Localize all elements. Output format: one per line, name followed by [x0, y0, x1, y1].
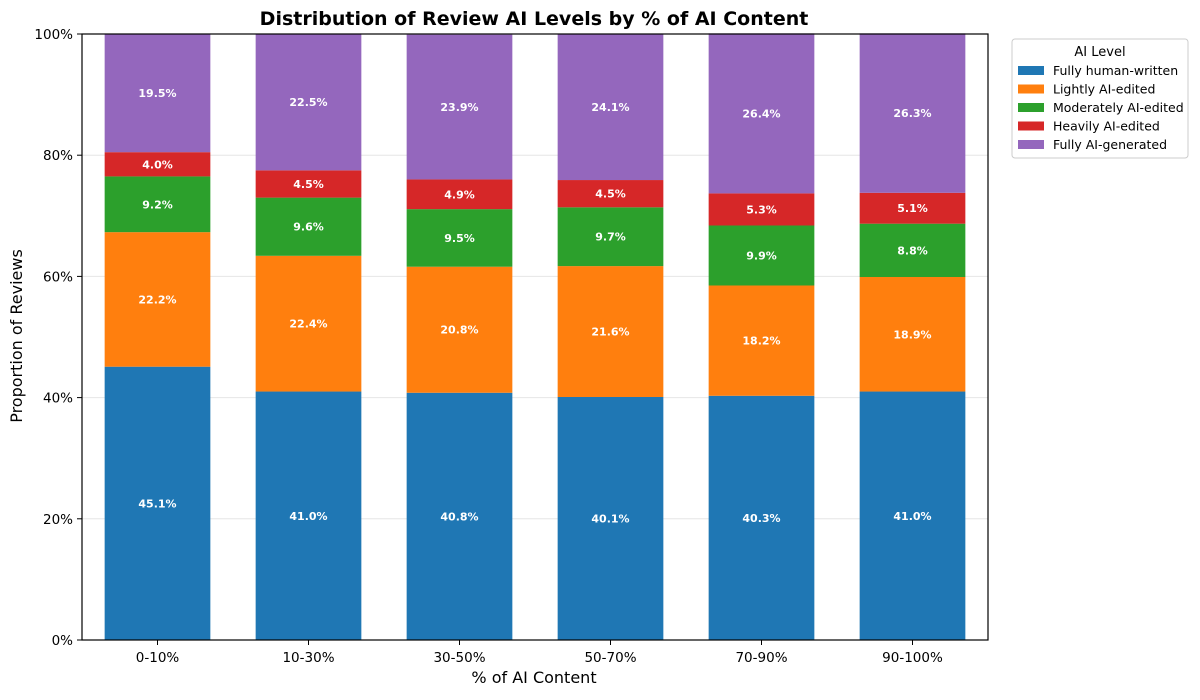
chart-title: Distribution of Review AI Levels by % of…: [260, 8, 809, 30]
legend-frame: [1011, 38, 1189, 159]
bar-value-label-3-2: 9.7%: [595, 231, 626, 244]
legend-title: AI Level: [1074, 45, 1125, 60]
bar-value-label-5-1: 18.9%: [893, 328, 931, 341]
bar-value-label-1-3: 4.5%: [293, 178, 324, 191]
x-tick-label-1: 10-30%: [282, 650, 334, 666]
bar-value-label-4-4: 26.4%: [742, 107, 780, 120]
bar-value-label-3-3: 4.5%: [595, 188, 626, 201]
bar-segment-4-3: [708, 193, 815, 226]
x-tick-label-5: 90-100%: [882, 650, 943, 666]
bar-segment-2-0: [406, 392, 513, 640]
legend-label-3: Heavily AI-edited: [1053, 119, 1160, 134]
bar-segment-1-2: [255, 197, 362, 256]
bar-value-label-0-0: 45.1%: [138, 497, 176, 510]
bar-segment-0-2: [104, 176, 211, 233]
legend-label-4: Fully AI-generated: [1053, 137, 1167, 152]
legend-label-1: Lightly AI-edited: [1053, 82, 1155, 97]
bar-value-label-3-4: 24.1%: [591, 101, 629, 114]
bar-segment-0-4: [104, 34, 211, 153]
bar-value-label-3-0: 40.1%: [591, 512, 629, 525]
x-axis-label: % of AI Content: [471, 668, 596, 687]
x-tick-label-4: 70-90%: [735, 650, 787, 666]
bar-value-label-0-3: 4.0%: [142, 158, 173, 171]
bar-segment-5-0: [859, 391, 966, 640]
legend-label-2: Moderately AI-edited: [1053, 100, 1184, 115]
bar-value-label-1-1: 22.4%: [289, 318, 327, 331]
bar-value-label-2-2: 9.5%: [444, 232, 475, 245]
axes: 0% 20% 40% 60% 80% 100% 0-10% 10-30% 30-50% 50-70…: [34, 27, 989, 666]
bar-segment-4-0: [708, 395, 815, 640]
bar-value-label-4-3: 5.3%: [746, 203, 777, 216]
y-tick-label-1: 20%: [43, 512, 73, 528]
bar-segment-5-2: [859, 223, 966, 278]
bar-value-label-0-4: 19.5%: [138, 87, 176, 100]
bar-segment-1-1: [255, 255, 362, 392]
bar-segment-5-4: [859, 33, 966, 193]
y-tick-label-0: 0%: [52, 633, 74, 649]
bar-segment-2-2: [406, 209, 513, 267]
y-axis-label: Proportion of Reviews: [7, 249, 26, 423]
bar-value-label-1-4: 22.5%: [289, 96, 327, 109]
bar-value-label-5-3: 5.1%: [897, 202, 928, 215]
legend-swatch-1: [1018, 84, 1044, 94]
bar-value-label-5-0: 41.0%: [893, 510, 931, 523]
bar-value-label-0-1: 22.2%: [138, 293, 176, 306]
bar-segment-4-4: [708, 33, 815, 194]
grid-lines: [82, 33, 988, 641]
bar-value-label-5-2: 8.8%: [897, 244, 928, 257]
legend-items: Fully human-written Lightly AI-edited Mode…: [1018, 63, 1184, 152]
legend-swatch-3: [1018, 121, 1044, 131]
bar-value-label-4-0: 40.3%: [742, 512, 780, 525]
bar-segment-3-4: [557, 34, 664, 181]
bar-segment-3-3: [557, 180, 664, 208]
x-tick-label-2: 30-50%: [433, 650, 485, 666]
bar-value-label-2-3: 4.9%: [444, 188, 475, 201]
x-tick-label-0: 0-10%: [136, 650, 180, 666]
bar-value-label-2-4: 23.9%: [440, 101, 478, 114]
y-tick-label-3: 60%: [43, 269, 73, 285]
y-tick-label-2: 40%: [43, 391, 73, 407]
legend-swatch-4: [1018, 140, 1044, 149]
bar-value-label-2-1: 20.8%: [440, 324, 478, 337]
bar-value-label-1-2: 9.6%: [293, 221, 324, 234]
bar-segment-1-0: [255, 391, 362, 640]
bar-value-label-2-0: 40.8%: [440, 510, 478, 523]
bar-value-label-1-0: 41.0%: [289, 510, 327, 523]
bar-segment-3-0: [557, 396, 664, 640]
legend-label-0: Fully human-written: [1053, 63, 1178, 78]
bar-segment-2-1: [406, 266, 513, 393]
y-tick-label-4: 80%: [43, 148, 73, 164]
bar-value-label-0-2: 9.2%: [142, 198, 173, 211]
legend: AI Level Fully human-written Lightly AI-e…: [1011, 38, 1189, 159]
y-tick-label-5: 100%: [34, 27, 73, 43]
bar-segment-3-1: [557, 266, 664, 397]
bar-segment-5-1: [859, 277, 966, 392]
legend-swatch-0: [1018, 66, 1044, 75]
bar-segment-2-4: [406, 34, 513, 180]
bar-segment-2-3: [406, 179, 513, 210]
bar-value-label-4-2: 9.9%: [746, 249, 777, 262]
legend-swatch-2: [1018, 103, 1044, 112]
x-tick-label-3: 50-70%: [584, 650, 636, 666]
bar-labels: 45.1% 22.2% 9.2% 4.0% 19.5% 41.0% 22.4% 9.6% 4.5…: [138, 87, 931, 525]
bar-segment-1-4: [255, 34, 362, 171]
bars: [104, 33, 966, 640]
bar-value-label-5-4: 26.3%: [893, 107, 931, 120]
bar-segment-4-1: [708, 285, 815, 396]
bar-segment-0-0: [104, 366, 211, 640]
bar-value-label-4-1: 18.2%: [742, 335, 780, 348]
bar-segment-0-1: [104, 232, 211, 367]
bar-value-label-3-1: 21.6%: [591, 326, 629, 339]
bar-segment-0-3: [104, 152, 211, 177]
plot-frame: [81, 33, 989, 641]
bar-segment-4-2: [708, 225, 815, 286]
bar-segment-3-2: [557, 207, 664, 267]
bar-segment-5-3: [859, 192, 966, 224]
bar-segment-1-3: [255, 170, 362, 198]
